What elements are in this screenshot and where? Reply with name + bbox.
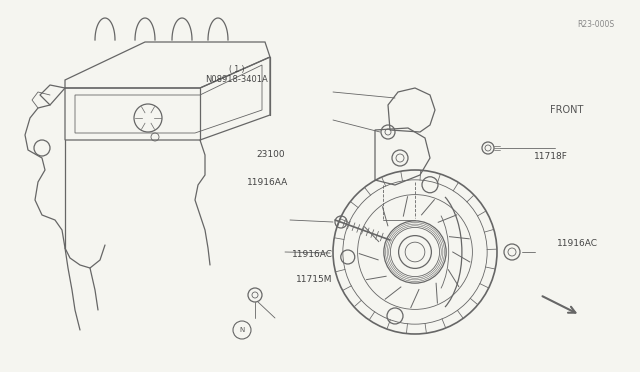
Text: N08918-3401A: N08918-3401A — [205, 76, 268, 84]
Text: 11718F: 11718F — [534, 152, 568, 161]
Text: 23100: 23100 — [256, 150, 285, 159]
Text: R23-000S: R23-000S — [577, 20, 614, 29]
Text: 11916AA: 11916AA — [247, 178, 288, 187]
Text: 11916AC: 11916AC — [292, 250, 333, 259]
Text: N: N — [239, 327, 244, 333]
Text: ( 1 ): ( 1 ) — [229, 65, 244, 74]
Text: FRONT: FRONT — [550, 105, 584, 115]
Text: 11715M: 11715M — [296, 275, 333, 283]
Text: 11916AC: 11916AC — [557, 239, 598, 248]
